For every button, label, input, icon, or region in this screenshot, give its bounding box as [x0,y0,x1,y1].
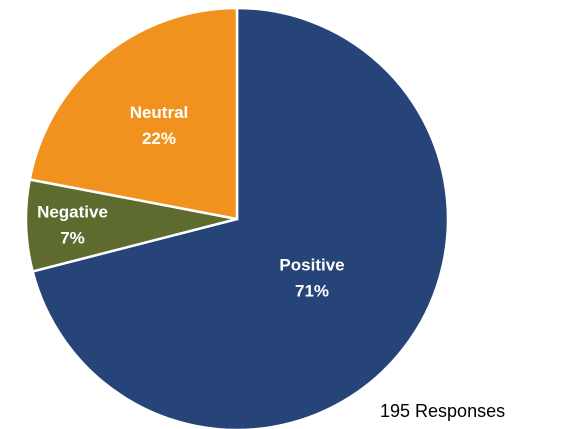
slice-label: Negative [37,203,108,222]
slice-value: 7% [60,229,85,248]
slice-value: 22% [142,129,176,148]
slice-label: Neutral [130,103,189,122]
pie-slice [28,6,239,221]
slice-value: 71% [295,282,329,301]
pie-slice [31,6,450,429]
slice-label: Positive [279,256,344,275]
annotation: 195 Responses [380,401,505,421]
